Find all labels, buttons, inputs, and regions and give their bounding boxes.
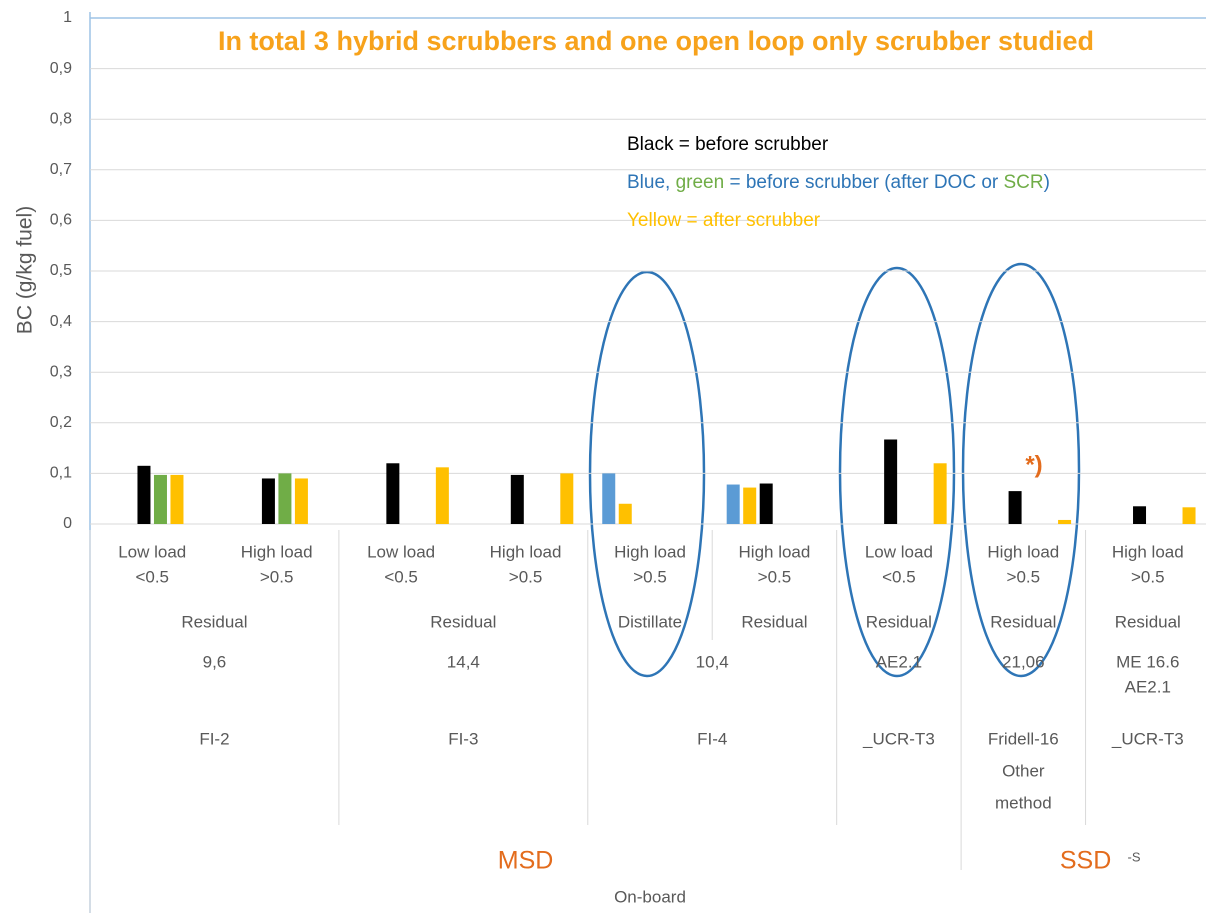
x-tick-label: >0.5: [1007, 567, 1041, 586]
bar: [602, 473, 616, 524]
bar: [759, 483, 773, 524]
y-tick-label: 1: [63, 9, 72, 26]
bar: [386, 463, 400, 524]
group-label: 14,4: [447, 652, 480, 671]
note-segment: = before scrubber (after DOC or: [724, 172, 1003, 193]
group-label: 21,06: [1002, 652, 1045, 671]
x-tick-label: <0.5: [882, 567, 916, 586]
group-label-major: SSD: [1060, 847, 1111, 875]
group-label: Residual: [181, 612, 247, 631]
bar: [137, 465, 151, 524]
note: Blue, green = before scrubber (after DOC…: [627, 172, 1050, 193]
y-tick-label: 0,5: [50, 262, 72, 279]
group-label: Residual: [866, 612, 932, 631]
footnote-mark: *): [1025, 451, 1042, 478]
bar: [261, 478, 275, 524]
note: Black = before scrubber: [627, 134, 829, 155]
ellipse: [588, 270, 706, 678]
bar: [618, 503, 632, 524]
bar: [294, 478, 308, 524]
note: Yellow = after scrubber: [627, 210, 821, 231]
bar: [1133, 506, 1147, 524]
ellipse: [838, 266, 956, 678]
ssd-suffix: -S: [1128, 849, 1141, 864]
group-label: 10,4: [696, 652, 729, 671]
bar: [153, 474, 167, 524]
bar: [933, 463, 947, 524]
bar: [278, 473, 292, 524]
y-tick-label: 0,9: [50, 60, 72, 77]
group-label: Other: [1002, 761, 1045, 780]
x-tick-label: >0.5: [260, 567, 294, 586]
highlight-ellipses: [588, 262, 1081, 678]
bar: [726, 484, 740, 524]
group-label: _UCR-T3: [1111, 729, 1184, 748]
note-segment: Black = before scrubber: [627, 134, 829, 155]
group-label: AE2.1: [876, 652, 922, 671]
group-label-major: MSD: [498, 847, 554, 875]
x-tick-label: >0.5: [509, 567, 543, 586]
x-tick-label: >0.5: [1131, 567, 1165, 586]
group-label: FI-3: [448, 729, 478, 748]
group-label: On-board: [614, 887, 686, 906]
note-segment: SCR: [1004, 172, 1044, 193]
bar: [435, 467, 449, 524]
y-tick-label: 0: [63, 515, 72, 532]
note-segment: ): [1044, 172, 1050, 193]
x-tick-label: >0.5: [633, 567, 667, 586]
note-segment: Blue,: [627, 172, 670, 193]
x-tick-label: High load: [739, 542, 811, 561]
group-label: method: [995, 793, 1052, 812]
group-label: Residual: [741, 612, 807, 631]
y-tick-label: 0,2: [50, 414, 72, 431]
x-tick-label: <0.5: [135, 567, 169, 586]
group-label: Distillate: [618, 612, 682, 631]
y-tick-label: 0,6: [50, 212, 72, 229]
x-tick-label: Low load: [865, 542, 933, 561]
x-tick-label: High load: [241, 542, 313, 561]
x-tick-label: High load: [490, 542, 562, 561]
ellipse: [961, 262, 1081, 678]
group-label: ME 16.6: [1116, 652, 1179, 671]
y-tick-label: 0,4: [50, 313, 72, 330]
group-label: Residual: [1115, 612, 1181, 631]
group-label: Residual: [990, 612, 1056, 631]
note-segment: Yellow = after scrubber: [627, 210, 821, 231]
y-tick-label: 0,3: [50, 363, 72, 380]
x-tick-label: >0.5: [758, 567, 792, 586]
x-tick-label: High load: [614, 542, 686, 561]
group-label: Fridell-16: [988, 729, 1059, 748]
group-label: Residual: [430, 612, 496, 631]
group-label: _UCR-T3: [862, 729, 935, 748]
x-tick-label: High load: [987, 542, 1059, 561]
group-label: 9,6: [203, 652, 227, 671]
x-tick-label: <0.5: [384, 567, 418, 586]
group-label: FI-4: [697, 729, 727, 748]
bar: [743, 487, 757, 524]
y-axis-label: BC (g/kg fuel): [14, 206, 37, 334]
x-tick-label: Low load: [118, 542, 186, 561]
bar: [1058, 519, 1072, 524]
chart-title: In total 3 hybrid scrubbers and one open…: [218, 26, 1094, 56]
group-label: FI-2: [199, 729, 229, 748]
bar: [884, 439, 898, 524]
bar: [510, 474, 524, 524]
y-tick-label: 0,1: [50, 465, 72, 482]
x-tick-label: Low load: [367, 542, 435, 561]
bar: [1008, 491, 1022, 524]
bar: [1182, 507, 1196, 524]
x-tick-label: High load: [1112, 542, 1184, 561]
group-label: AE2.1: [1125, 677, 1171, 696]
note-segment: green: [670, 172, 724, 193]
bar: [560, 473, 574, 524]
y-tick-label: 0,7: [50, 161, 72, 178]
y-tick-label: 0,8: [50, 110, 72, 127]
bar: [170, 474, 184, 524]
